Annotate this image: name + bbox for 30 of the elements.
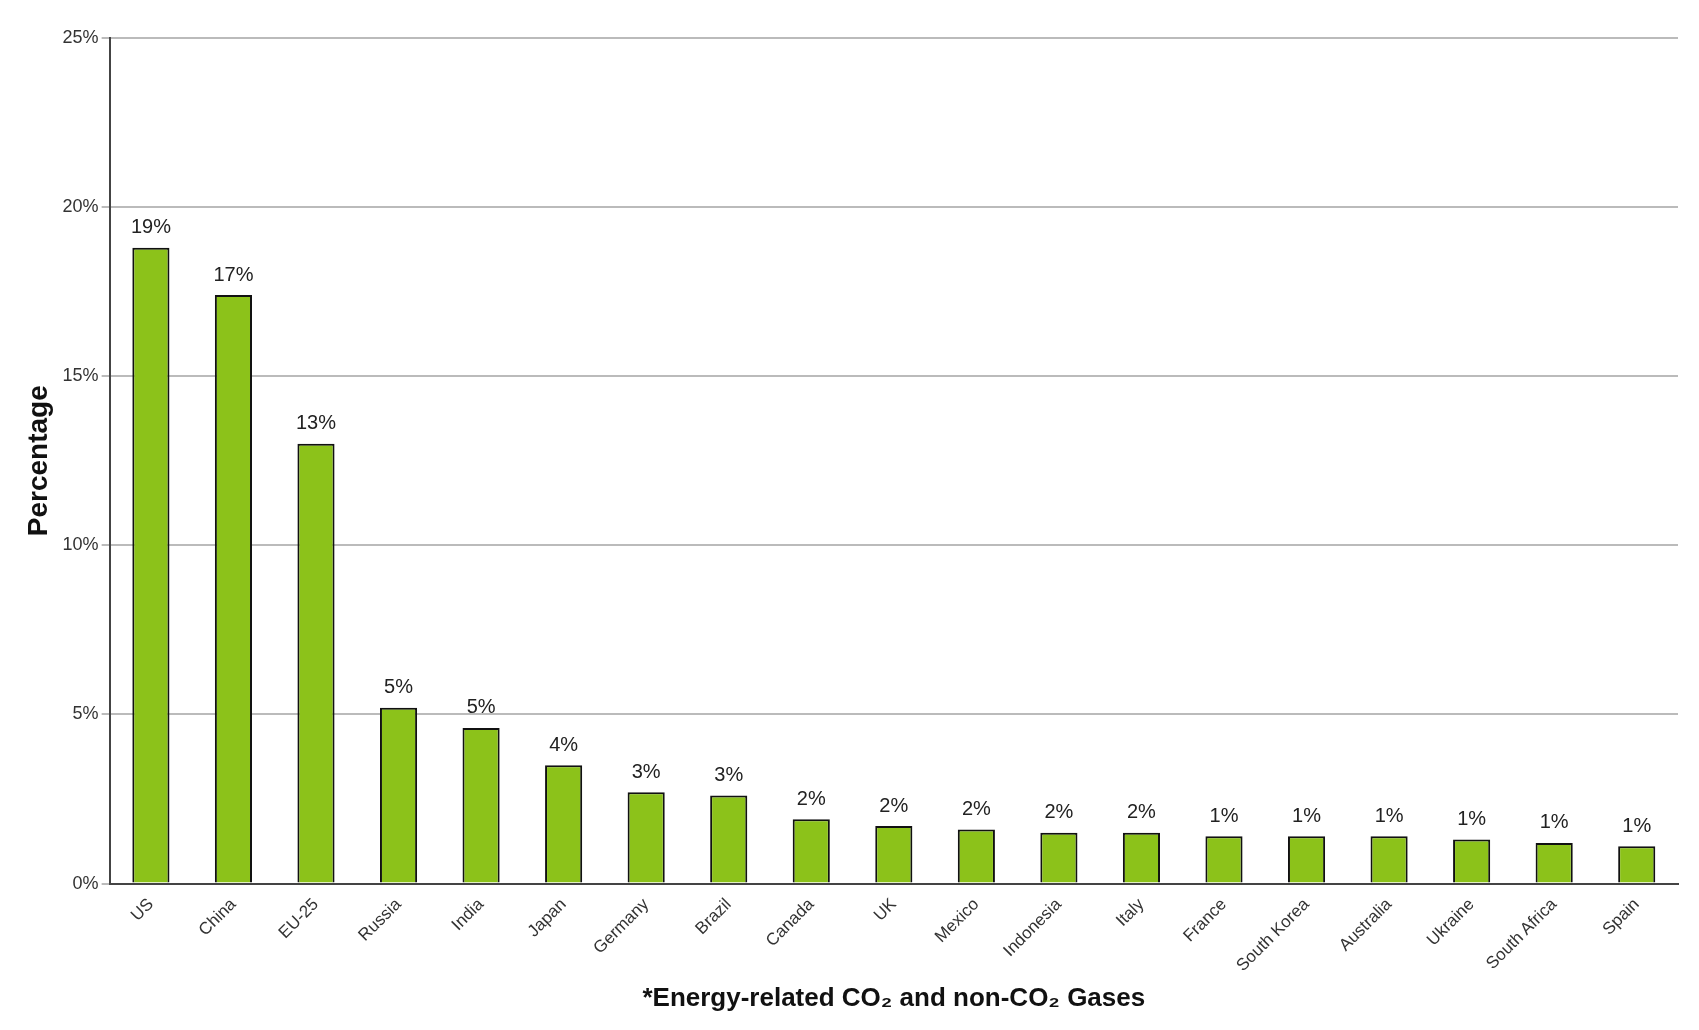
- data-label: 13%: [295, 411, 337, 434]
- data-label: 4%: [549, 732, 579, 755]
- data-label: 1%: [1457, 807, 1487, 830]
- y-axis-title: Percentage: [21, 385, 53, 537]
- y-tick-label: 5%: [72, 703, 99, 724]
- data-label: 2%: [1127, 800, 1157, 823]
- data-label: 1%: [1292, 803, 1322, 826]
- y-tick-label: 0%: [72, 872, 99, 893]
- data-label: 5%: [466, 695, 496, 718]
- data-label: 17%: [213, 262, 254, 285]
- x-tick-label: US: [126, 894, 158, 925]
- y-tick-label: 15%: [62, 365, 99, 386]
- y-tick-label: 10%: [62, 534, 99, 555]
- data-label: 2%: [961, 796, 992, 819]
- data-label: 3%: [631, 759, 661, 782]
- data-label: 2%: [879, 793, 909, 816]
- data-label: 5%: [384, 675, 414, 698]
- data-label: 1%: [1539, 810, 1569, 833]
- x-tick-label: UK: [869, 894, 901, 925]
- x-tick-label: Italy: [1112, 894, 1148, 930]
- x-axis-title: *Energy-related CO₂ and non-CO₂ Gases: [642, 981, 1146, 1012]
- data-label: 19%: [130, 215, 172, 238]
- data-label: 2%: [796, 786, 826, 809]
- data-label: 3%: [714, 763, 744, 786]
- data-label: 1%: [1374, 803, 1404, 826]
- y-tick-label: 20%: [62, 196, 99, 217]
- data-label: 1%: [1622, 813, 1652, 836]
- data-label: 2%: [1044, 800, 1074, 823]
- y-tick-label: 25%: [62, 26, 99, 47]
- data-label: 1%: [1209, 803, 1239, 826]
